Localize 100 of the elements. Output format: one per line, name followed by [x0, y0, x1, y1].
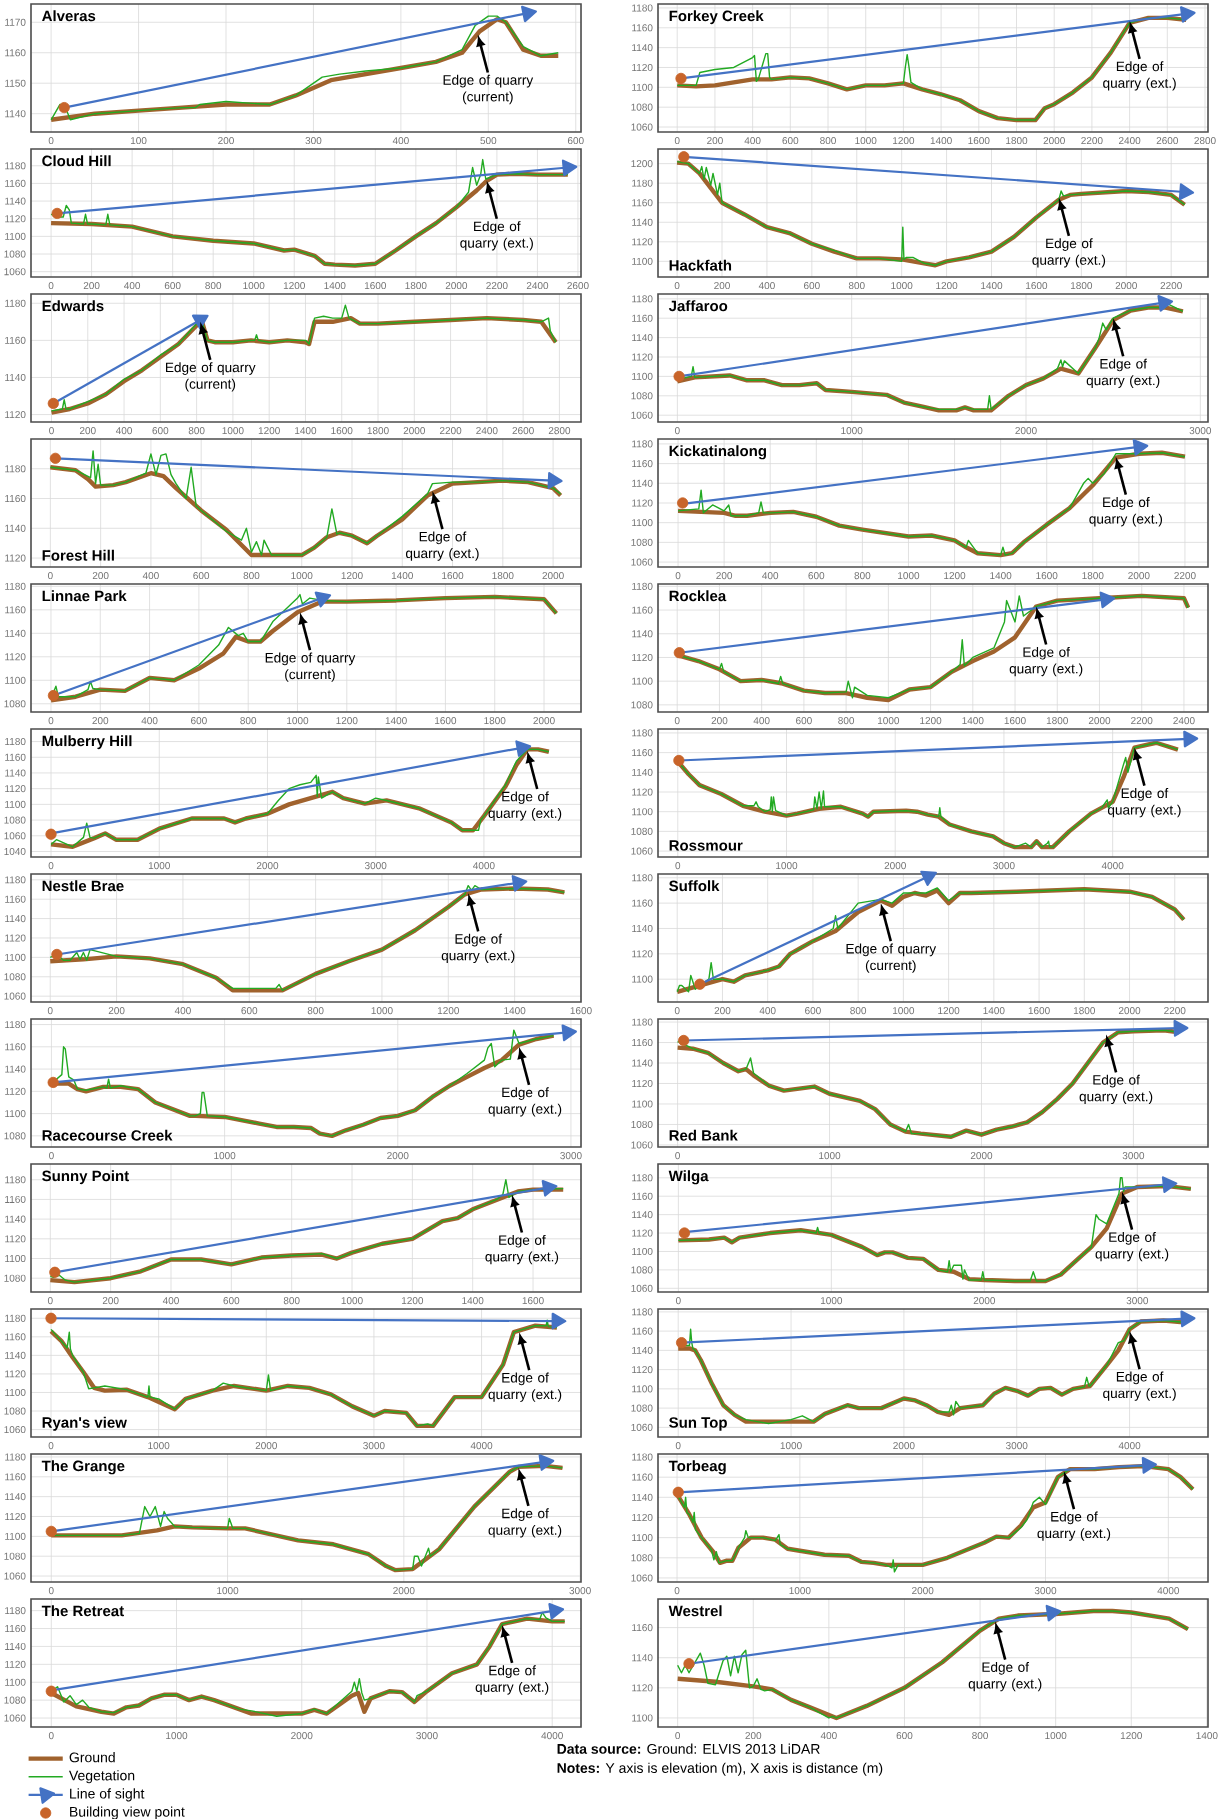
x-tick-label: 2000: [893, 1442, 915, 1450]
x-tick-label: 400: [141, 717, 158, 725]
annotation: Edge of quarry (ext.): [405, 531, 479, 561]
x-tick-label: 4000: [1157, 1587, 1180, 1595]
x-tick-label: 1600: [442, 572, 464, 580]
y-tick-label: 1160: [632, 460, 653, 468]
y-tick-label: 1100: [632, 677, 653, 685]
y-tick-label: 1100: [632, 372, 653, 380]
x-tick-label: 600: [782, 137, 799, 145]
y-tick-label: 1060: [631, 1284, 653, 1292]
y-tick-label: 1120: [5, 411, 26, 419]
x-tick-label: 1000: [820, 1297, 843, 1305]
x-tick-label: 800: [188, 427, 205, 435]
y-tick-label: 1100: [632, 1714, 653, 1722]
x-tick-label: 0: [47, 1007, 53, 1015]
y-tick-label: 1150: [5, 79, 26, 87]
x-tick-label: 2000: [403, 427, 426, 435]
x-tick-label: 1400: [385, 717, 407, 725]
y-tick-label: 1120: [632, 653, 653, 661]
y-tick-label: 1160: [5, 179, 26, 187]
x-tick-label: 2800: [548, 427, 571, 435]
y-tick-label: 1120: [632, 788, 653, 796]
x-tick-label: 1200: [336, 717, 358, 725]
x-tick-label: 0: [49, 427, 54, 435]
x-tick-label: 1400: [295, 427, 317, 435]
x-tick-label: 2000: [533, 717, 555, 725]
x-tick-label: 1400: [990, 572, 1012, 580]
chart-title: Mulberry Hill: [42, 735, 132, 750]
y-tick-label: 1060: [631, 558, 653, 566]
x-tick-label: 2000: [542, 572, 564, 580]
chart-title: Forkey Creek: [669, 10, 764, 25]
y-tick-label: 1120: [5, 934, 26, 942]
x-tick-label: 1000: [214, 1152, 236, 1160]
y-tick-label: 1180: [5, 465, 26, 473]
x-tick-label: 1000: [789, 1587, 811, 1595]
x-tick-label: 400: [124, 282, 141, 290]
x-tick-label: 0: [47, 1297, 53, 1305]
y-tick-label: 1140: [632, 479, 653, 487]
x-tick-label: 1200: [936, 282, 958, 290]
y-tick-label: 1120: [632, 1684, 653, 1692]
x-tick-label: 1400: [930, 137, 952, 145]
x-tick-label: 0: [674, 282, 680, 290]
y-tick-label: 1140: [5, 1493, 26, 1501]
y-tick-label: 1180: [5, 738, 26, 746]
y-tick-label: 1120: [5, 653, 26, 661]
y-tick-label: 1160: [632, 1038, 653, 1047]
y-tick-label: 1180: [632, 440, 653, 448]
y-tick-label: 1180: [5, 1453, 26, 1461]
legend-label: Line of sight: [70, 1788, 145, 1802]
annotation: Edge of quarry (ext.): [488, 1508, 562, 1538]
x-tick-label: 0: [49, 1152, 54, 1160]
legend-label: Ground: [69, 1752, 115, 1763]
x-tick-label: 2800: [1194, 137, 1216, 145]
y-tick-label: 1120: [632, 1366, 653, 1374]
x-tick-label: 0: [675, 1732, 681, 1740]
x-tick-label: 500: [480, 137, 497, 145]
y-tick-label: 1180: [5, 162, 26, 170]
x-tick-label: 600: [808, 572, 825, 580]
x-tick-label: 1800: [367, 427, 389, 435]
x-tick-label: 600: [241, 1007, 258, 1015]
x-tick-label: 800: [972, 1732, 989, 1740]
x-tick-label: 2000: [291, 1732, 313, 1740]
y-tick-label: 1080: [4, 700, 26, 708]
x-tick-label: 2600: [567, 282, 589, 290]
text: Racecourse Creek: [42, 1129, 173, 1141]
chart-title: Rocklea: [669, 590, 727, 602]
y-tick-label: 1180: [5, 1607, 26, 1615]
x-tick-label: 0: [674, 717, 680, 725]
x-tick-label: 1800: [1082, 572, 1104, 580]
y-tick-label: 1160: [632, 24, 653, 32]
x-tick-label: 2000: [973, 1297, 996, 1305]
x-tick-label: 0: [675, 1442, 681, 1450]
x-tick-label: 200: [83, 282, 100, 290]
x-tick-label: 1000: [291, 572, 313, 580]
y-tick-label: 1080: [631, 1120, 653, 1128]
x-tick-label: 600: [193, 572, 210, 580]
x-tick-label: 1800: [405, 282, 427, 290]
x-tick-label: 600: [804, 282, 820, 290]
annotation: Edge of quarry (ext.): [1009, 646, 1083, 677]
y-tick-label: 1080: [631, 538, 653, 546]
y-tick-label: 1160: [632, 606, 653, 614]
y-tick-label: 1120: [632, 353, 653, 361]
y-tick-label: 1200: [631, 160, 653, 168]
x-tick-label: 1400: [324, 282, 346, 290]
x-tick-label: 1200: [944, 572, 966, 580]
x-tick-label: 1200: [258, 427, 280, 435]
x-tick-label: 100: [130, 137, 147, 145]
y-tick-label: 1060: [631, 1423, 653, 1431]
x-tick-label: 400: [142, 572, 159, 580]
x-tick-label: 1600: [1004, 717, 1026, 725]
x-tick-label: 200: [711, 717, 728, 725]
y-tick-label: 1060: [4, 832, 26, 840]
chart-title: Linnae Park: [42, 590, 127, 602]
y-tick-label: 1080: [631, 827, 653, 835]
chart-title: Westrel: [668, 1605, 722, 1617]
x-tick-label: 1000: [243, 282, 265, 290]
y-tick-label: 1100: [5, 1110, 26, 1118]
y-tick-label: 1060: [631, 411, 653, 419]
y-tick-label: 1140: [5, 110, 26, 118]
y-tick-label: 1140: [5, 629, 26, 637]
